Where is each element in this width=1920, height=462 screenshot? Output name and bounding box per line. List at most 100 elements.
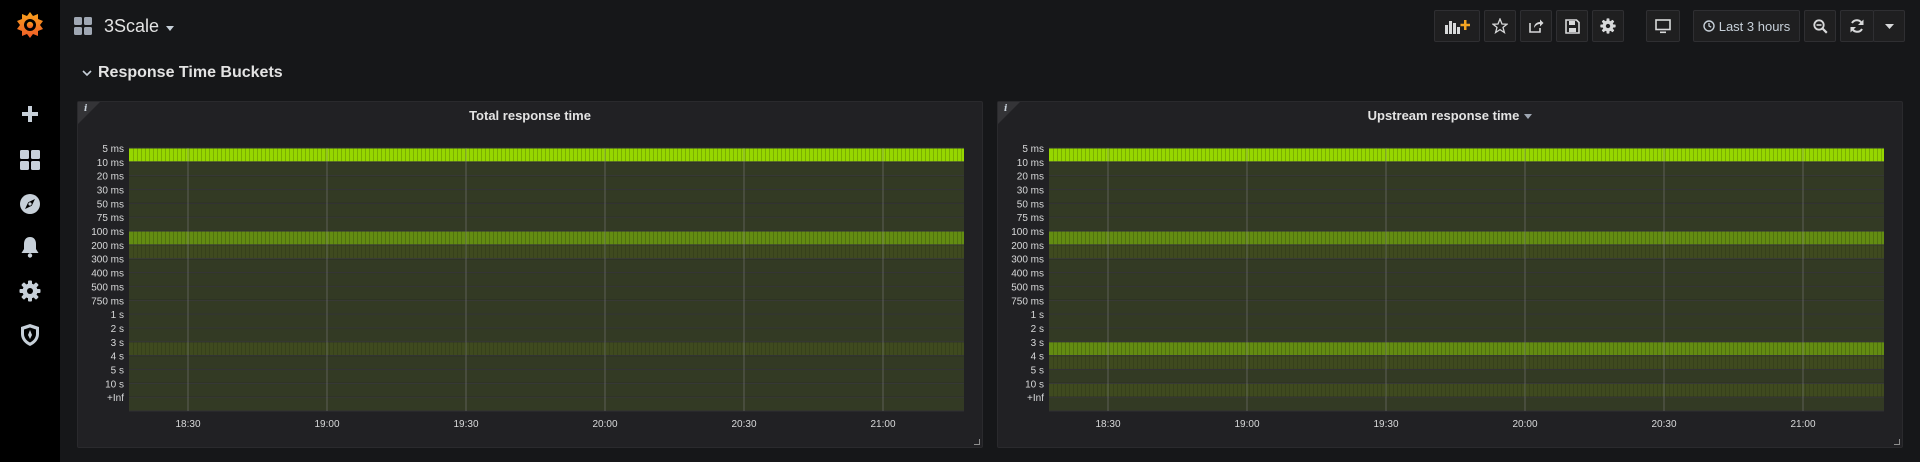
y-tick-label: +Inf bbox=[107, 393, 124, 404]
y-tick-label: 500 ms bbox=[91, 282, 124, 293]
panel-info-corner[interactable] bbox=[78, 102, 100, 124]
y-tick-label: 2 s bbox=[111, 324, 124, 335]
heatmap-bucket-row bbox=[1049, 328, 1884, 342]
y-tick-label: 750 ms bbox=[1011, 296, 1044, 307]
heatmap-chart[interactable]: 5 ms 10 ms 20 ms 30 ms 50 ms 75 ms 100 ms 200 m… bbox=[998, 102, 1904, 449]
y-tick-label: 75 ms bbox=[1017, 213, 1044, 224]
heatmap-cell-stripes bbox=[1053, 342, 1882, 356]
x-tick-label: 21:00 bbox=[870, 419, 895, 430]
dashboards-icon[interactable] bbox=[0, 142, 60, 178]
share-icon bbox=[1529, 19, 1544, 33]
y-tick-label: 400 ms bbox=[91, 269, 124, 280]
refresh-button[interactable] bbox=[1840, 10, 1874, 42]
panel-title[interactable]: Upstream response time bbox=[998, 108, 1902, 123]
panel-title-text: Upstream response time bbox=[1367, 108, 1520, 123]
heatmap-cell-stripes bbox=[1053, 231, 1882, 245]
heatmap-bucket-row bbox=[129, 356, 964, 369]
gear-icon[interactable] bbox=[0, 273, 60, 309]
panel-title-text: Total response time bbox=[469, 108, 591, 123]
y-tick-label: 400 ms bbox=[1011, 269, 1044, 280]
y-tick-label: 200 ms bbox=[1011, 241, 1044, 252]
y-tick-label: 300 ms bbox=[1011, 255, 1044, 266]
heatmap-chart[interactable]: 5 ms 10 ms 20 ms 30 ms 50 ms 75 ms 100 ms 200 m… bbox=[78, 102, 984, 449]
heatmap-bucket-row bbox=[129, 342, 964, 356]
heatmap-bucket-row bbox=[129, 314, 964, 328]
time-picker-button[interactable]: Last 3 hours bbox=[1693, 10, 1800, 42]
zoom-out-button[interactable] bbox=[1804, 10, 1836, 42]
y-tick-label: 200 ms bbox=[91, 241, 124, 252]
shield-icon[interactable] bbox=[0, 317, 60, 353]
heatmap-cell-stripes bbox=[1053, 356, 1882, 369]
heatmap-bucket-row bbox=[1049, 273, 1884, 286]
heatmap-bucket-row bbox=[1049, 342, 1884, 356]
heatmap-cell-stripes bbox=[1053, 383, 1882, 397]
heatmap-bucket-row bbox=[129, 259, 964, 273]
add-panel-icon bbox=[1445, 20, 1470, 34]
heatmap-bucket-row bbox=[129, 203, 964, 217]
chevron-down-icon bbox=[82, 69, 92, 76]
y-tick-label: 50 ms bbox=[97, 199, 124, 210]
resize-handle[interactable] bbox=[1894, 439, 1900, 445]
caret-down-icon bbox=[1884, 23, 1894, 29]
settings-button[interactable] bbox=[1592, 10, 1624, 42]
x-tick-label: 20:00 bbox=[1512, 419, 1537, 430]
sidebar bbox=[0, 0, 60, 462]
save-button[interactable] bbox=[1556, 10, 1588, 42]
grafana-logo-icon[interactable] bbox=[0, 7, 60, 43]
dashboards-icon bbox=[74, 17, 92, 35]
settings-icon bbox=[1600, 18, 1616, 34]
heatmap-bucket-row bbox=[129, 162, 964, 176]
time-range-label: Last 3 hours bbox=[1718, 18, 1791, 34]
share-button[interactable] bbox=[1520, 10, 1552, 42]
x-tick-label: 19:30 bbox=[1373, 419, 1398, 430]
dashboard-title[interactable]: 3Scale bbox=[104, 15, 160, 36]
panel-title[interactable]: Total response time bbox=[78, 108, 982, 123]
y-tick-label: 3 s bbox=[1031, 338, 1044, 349]
tv-mode-icon bbox=[1655, 18, 1671, 33]
heatmap-bucket-row bbox=[1049, 383, 1884, 397]
heatmap-cell-stripes bbox=[1053, 245, 1882, 259]
heatmap-cell-stripes bbox=[133, 231, 962, 245]
y-tick-label: 10 s bbox=[105, 379, 124, 390]
caret-down-icon bbox=[166, 25, 175, 31]
y-tick-label: 4 s bbox=[111, 352, 124, 363]
tv-mode-button[interactable] bbox=[1646, 10, 1680, 42]
y-tick-label: 2 s bbox=[1031, 324, 1044, 335]
x-tick-label: 20:00 bbox=[592, 419, 617, 430]
heatmap-bucket-row bbox=[1049, 300, 1884, 314]
refresh-interval-dropdown[interactable] bbox=[1873, 10, 1905, 42]
dashboard-picker[interactable]: 3Scale bbox=[74, 14, 175, 38]
panel-total-response-time: 5 ms 10 ms 20 ms 30 ms 50 ms 75 ms 100 ms 200 m… bbox=[77, 101, 983, 448]
y-tick-label: 1 s bbox=[1031, 310, 1044, 321]
heatmap-bucket-row bbox=[129, 217, 964, 231]
heatmap-bucket-row bbox=[1049, 231, 1884, 245]
y-tick-label: 5 s bbox=[111, 365, 124, 376]
info-icon: i bbox=[84, 104, 88, 114]
y-tick-label: 100 ms bbox=[1011, 227, 1044, 238]
heatmap-bucket-row bbox=[129, 148, 964, 162]
heatmap-bucket-row bbox=[1049, 259, 1884, 273]
star-button[interactable] bbox=[1484, 10, 1516, 42]
bell-icon[interactable] bbox=[0, 229, 60, 265]
y-tick-label: 20 ms bbox=[97, 172, 124, 183]
resize-handle[interactable] bbox=[974, 439, 980, 445]
panel-info-corner[interactable] bbox=[998, 102, 1020, 124]
heatmap-bucket-row bbox=[1049, 203, 1884, 217]
heatmap-bucket-row bbox=[129, 300, 964, 314]
y-tick-label: 50 ms bbox=[1017, 199, 1044, 210]
x-tick-label: 21:00 bbox=[1790, 419, 1815, 430]
heatmap-cell-stripes bbox=[133, 342, 962, 356]
compass-icon[interactable] bbox=[0, 186, 60, 222]
add-panel-button[interactable] bbox=[1434, 10, 1480, 42]
row-header[interactable]: Response Time Buckets bbox=[82, 64, 283, 82]
plus-icon[interactable] bbox=[0, 96, 60, 132]
x-tick-label: 18:30 bbox=[175, 419, 200, 430]
heatmap-bucket-row bbox=[1049, 369, 1884, 383]
x-tick-label: 19:00 bbox=[314, 419, 339, 430]
y-tick-label: 1 s bbox=[111, 310, 124, 321]
y-tick-label: 5 ms bbox=[102, 144, 124, 155]
heatmap-bucket-row bbox=[1049, 397, 1884, 411]
heatmap-bucket-row bbox=[129, 273, 964, 286]
heatmap-cell-stripes bbox=[133, 148, 962, 162]
y-tick-label: 20 ms bbox=[1017, 172, 1044, 183]
